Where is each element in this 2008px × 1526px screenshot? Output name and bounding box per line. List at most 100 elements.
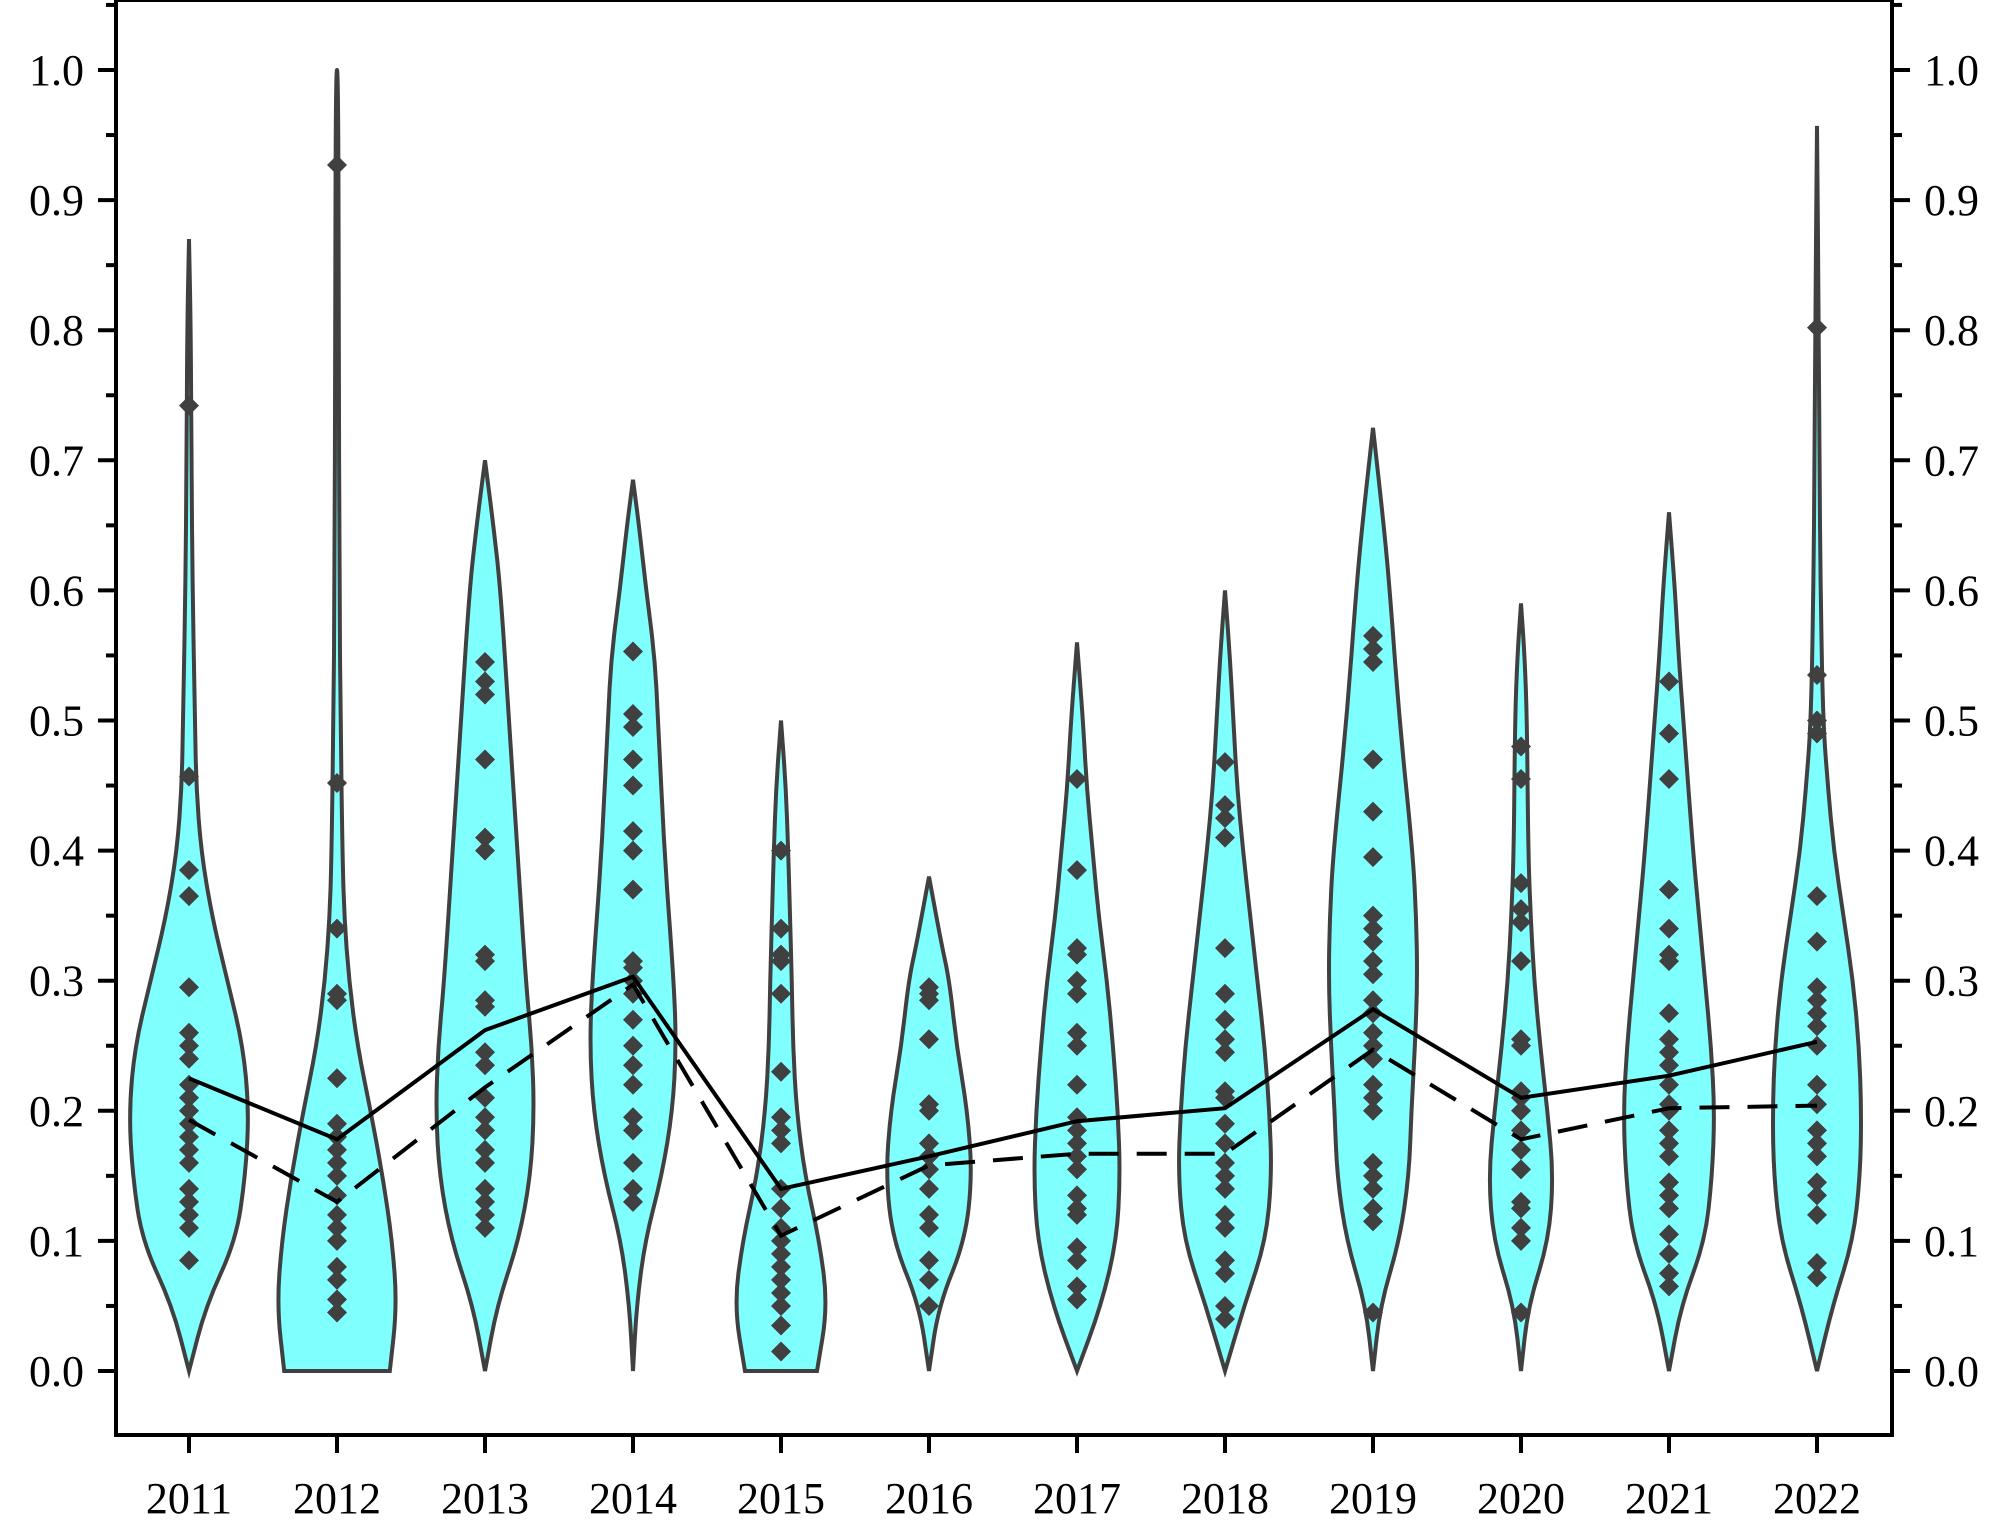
data-point-2020-15 xyxy=(1511,899,1531,920)
data-point-2012-15 xyxy=(327,983,347,1004)
data-point-2019-7 xyxy=(1363,1087,1383,1108)
data-point-2022-5 xyxy=(1807,1146,1827,1167)
data-point-2011-12 xyxy=(179,1048,199,1069)
data-point-2018-10 xyxy=(1215,1113,1235,1134)
data-point-2017-10 xyxy=(1067,1120,1087,1141)
data-point-2021-22 xyxy=(1659,723,1679,744)
data-point-2022-12 xyxy=(1807,1003,1827,1024)
data-point-2015-13 xyxy=(771,1107,791,1128)
x-tick-label-2016: 2016 xyxy=(885,1474,973,1523)
data-point-2015-6 xyxy=(771,1243,791,1264)
data-point-2018-20 xyxy=(1215,795,1235,816)
data-point-2018-21 xyxy=(1215,752,1235,773)
series-line-solid xyxy=(188,974,1818,1192)
data-point-2015-7 xyxy=(771,1230,791,1251)
data-point-2020-16 xyxy=(1511,873,1531,894)
data-point-2017-8 xyxy=(1067,1146,1087,1167)
axes-layer xyxy=(114,0,1894,1437)
data-point-2019-23 xyxy=(1363,638,1383,659)
data-point-2018-16 xyxy=(1215,983,1235,1004)
data-point-2021-7 xyxy=(1659,1146,1679,1167)
data-point-2021-15 xyxy=(1659,1029,1679,1050)
x-tick-label-2021: 2021 xyxy=(1625,1474,1713,1523)
data-point-2019-21 xyxy=(1363,749,1383,770)
data-point-2018-7 xyxy=(1215,1165,1235,1186)
data-point-2018-5 xyxy=(1215,1204,1235,1225)
data-point-2012-3 xyxy=(327,1256,347,1277)
data-point-2022-20 xyxy=(1807,317,1827,338)
data-point-2016-10 xyxy=(919,1094,939,1115)
data-point-2015-17 xyxy=(771,944,791,965)
data-point-2011-5 xyxy=(179,1152,199,1173)
data-point-2016-2 xyxy=(919,1250,939,1271)
data-point-2021-12 xyxy=(1659,1074,1679,1095)
x-axis: 2011 2012 2013 2014 2015 2016 2017 2018 2019 2020… xyxy=(146,1435,1861,1523)
data-point-2016-6 xyxy=(919,1159,939,1180)
x-tick-label-2012: 2012 xyxy=(293,1474,381,1523)
x-tick-label-2014: 2014 xyxy=(589,1474,677,1523)
y-tick-label-right: 1.0 xyxy=(1924,46,1979,95)
violin-2021 xyxy=(1622,512,1716,1372)
data-point-2020-13 xyxy=(1511,951,1531,972)
lines-layer xyxy=(188,974,1818,1239)
data-point-2012-12 xyxy=(327,1113,347,1134)
data-point-2019-13 xyxy=(1363,990,1383,1011)
data-point-2011-1 xyxy=(179,1217,199,1238)
data-point-2013-6 xyxy=(475,1120,495,1141)
y-tick-label-right: 0.7 xyxy=(1924,436,1979,485)
data-point-2017-16 xyxy=(1067,970,1087,991)
data-point-2015-4 xyxy=(771,1269,791,1290)
data-point-2016-8 xyxy=(919,1133,939,1154)
data-point-2012-4 xyxy=(327,1230,347,1251)
data-point-2017-0 xyxy=(1067,1289,1087,1310)
x-tick-label-2013: 2013 xyxy=(441,1474,529,1523)
data-point-2017-3 xyxy=(1067,1237,1087,1258)
data-point-2011-10 xyxy=(179,1087,199,1108)
data-point-2019-2 xyxy=(1363,1198,1383,1219)
data-point-2020-4 xyxy=(1511,1191,1531,1212)
data-point-2021-21 xyxy=(1659,769,1679,790)
data-point-2018-18 xyxy=(1215,827,1235,848)
data-point-2018-1 xyxy=(1215,1295,1235,1316)
data-point-2021-4 xyxy=(1659,1198,1679,1219)
data-point-2019-10 xyxy=(1363,1035,1383,1056)
data-point-2011-14 xyxy=(179,1022,199,1043)
data-point-2013-4 xyxy=(475,1152,495,1173)
data-point-2016-1 xyxy=(919,1269,939,1290)
data-point-2013-16 xyxy=(475,827,495,848)
data-point-2018-8 xyxy=(1215,1152,1235,1173)
x-tick-label-2020: 2020 xyxy=(1477,1474,1565,1523)
data-point-2016-4 xyxy=(919,1204,939,1225)
data-point-2012-8 xyxy=(327,1165,347,1186)
data-point-2012-11 xyxy=(327,1126,347,1147)
data-point-2019-5 xyxy=(1363,1152,1383,1173)
data-point-2012-10 xyxy=(327,1139,347,1160)
data-point-2022-8 xyxy=(1807,1094,1827,1115)
data-point-2021-16 xyxy=(1659,1003,1679,1024)
data-point-2020-2 xyxy=(1511,1217,1531,1238)
x-tick-label-2015: 2015 xyxy=(737,1474,825,1523)
violin-2022 xyxy=(1771,125,1863,1372)
data-point-2022-16 xyxy=(1807,886,1827,907)
violin-2018 xyxy=(1177,590,1273,1379)
points-layer xyxy=(179,154,1827,1362)
data-point-2012-17 xyxy=(327,772,347,793)
data-point-2016-0 xyxy=(919,1295,939,1316)
data-point-2011-9 xyxy=(179,1100,199,1121)
data-point-2020-14 xyxy=(1511,912,1531,933)
data-point-2019-15 xyxy=(1363,951,1383,972)
data-point-2011-18 xyxy=(179,766,199,787)
data-point-2013-15 xyxy=(475,840,495,861)
data-point-2019-3 xyxy=(1363,1178,1383,1199)
data-point-2022-15 xyxy=(1807,931,1827,952)
data-point-2021-8 xyxy=(1659,1133,1679,1154)
data-point-2020-12 xyxy=(1511,1029,1531,1050)
data-point-2020-6 xyxy=(1511,1139,1531,1160)
data-point-2021-14 xyxy=(1659,1042,1679,1063)
y-tick-label-right: 0.9 xyxy=(1924,176,1979,225)
y-tick-label-right: 0.5 xyxy=(1924,697,1979,746)
x-tick-label-2019: 2019 xyxy=(1329,1474,1417,1523)
y-tick-label-right: 0.4 xyxy=(1924,827,1979,876)
y-axis-right: 0.0 0.1 0.2 0.3 0.4 0.5 0.6 0.7 0.8 0.9 1.0 xyxy=(1892,2,1979,1396)
data-point-2015-3 xyxy=(771,1282,791,1303)
